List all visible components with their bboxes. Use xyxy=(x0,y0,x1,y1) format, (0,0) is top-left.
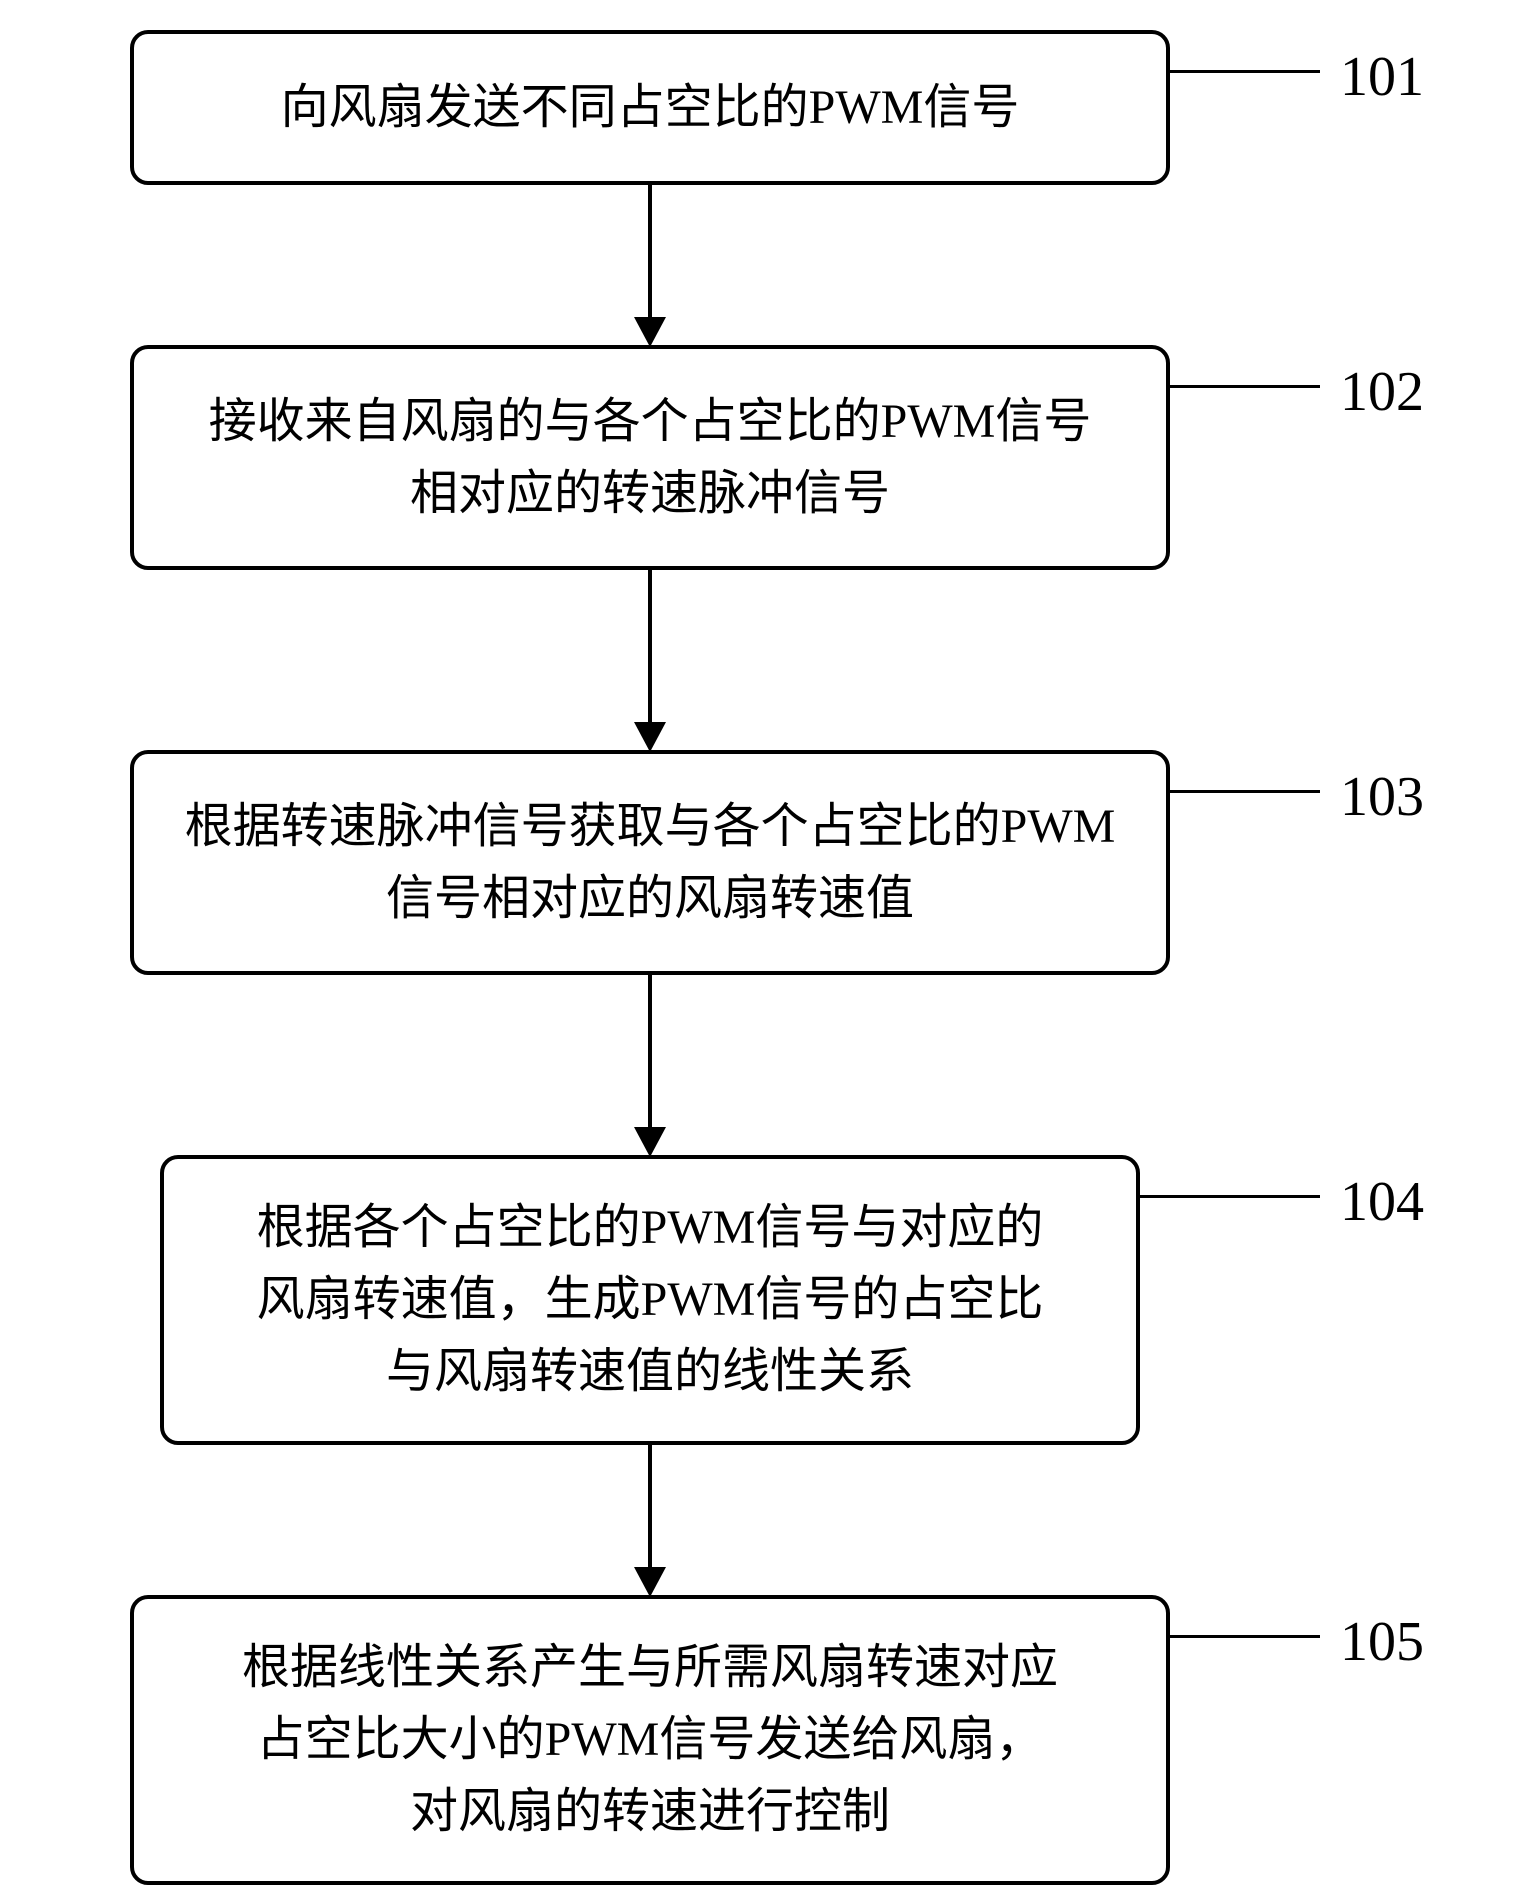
flow-node-4: 根据各个占空比的PWM信号与对应的 风扇转速值，生成PWM信号的占空比 与风扇转… xyxy=(160,1155,1140,1445)
flow-node-4-label: 104 xyxy=(1340,1170,1424,1234)
arrow-2-3-line xyxy=(648,570,652,722)
arrow-3-4-head xyxy=(634,1127,666,1157)
flow-node-3: 根据转速脉冲信号获取与各个占空比的PWM 信号相对应的风扇转速值 xyxy=(130,750,1170,975)
flow-node-1-lead xyxy=(1170,70,1320,73)
arrow-3-4-line xyxy=(648,975,652,1127)
flow-node-4-text: 根据各个占空比的PWM信号与对应的 风扇转速值，生成PWM信号的占空比 与风扇转… xyxy=(257,1192,1044,1408)
flow-node-1-text: 向风扇发送不同占空比的PWM信号 xyxy=(281,72,1020,144)
flow-node-3-text: 根据转速脉冲信号获取与各个占空比的PWM 信号相对应的风扇转速值 xyxy=(185,791,1116,935)
flowchart-canvas: 向风扇发送不同占空比的PWM信号 101 接收来自风扇的与各个占空比的PWM信号… xyxy=(0,0,1520,1900)
flow-node-2-text: 接收来自风扇的与各个占空比的PWM信号 相对应的转速脉冲信号 xyxy=(209,386,1092,530)
flow-node-1: 向风扇发送不同占空比的PWM信号 xyxy=(130,30,1170,185)
flow-node-2-lead xyxy=(1170,385,1320,388)
flow-node-2-label: 102 xyxy=(1340,360,1424,424)
arrow-4-5-head xyxy=(634,1567,666,1597)
flow-node-5: 根据线性关系产生与所需风扇转速对应 占空比大小的PWM信号发送给风扇， 对风扇的… xyxy=(130,1595,1170,1885)
flow-node-3-lead xyxy=(1170,790,1320,793)
arrow-4-5-line xyxy=(648,1445,652,1567)
flow-node-5-lead xyxy=(1170,1635,1320,1638)
arrow-1-2-head xyxy=(634,317,666,347)
flow-node-5-label: 105 xyxy=(1340,1610,1424,1674)
flow-node-5-text: 根据线性关系产生与所需风扇转速对应 占空比大小的PWM信号发送给风扇， 对风扇的… xyxy=(242,1632,1058,1848)
flow-node-4-lead xyxy=(1140,1195,1320,1198)
arrow-2-3-head xyxy=(634,722,666,752)
flow-node-2: 接收来自风扇的与各个占空比的PWM信号 相对应的转速脉冲信号 xyxy=(130,345,1170,570)
flow-node-1-label: 101 xyxy=(1340,45,1424,109)
arrow-1-2-line xyxy=(648,185,652,317)
flow-node-3-label: 103 xyxy=(1340,765,1424,829)
